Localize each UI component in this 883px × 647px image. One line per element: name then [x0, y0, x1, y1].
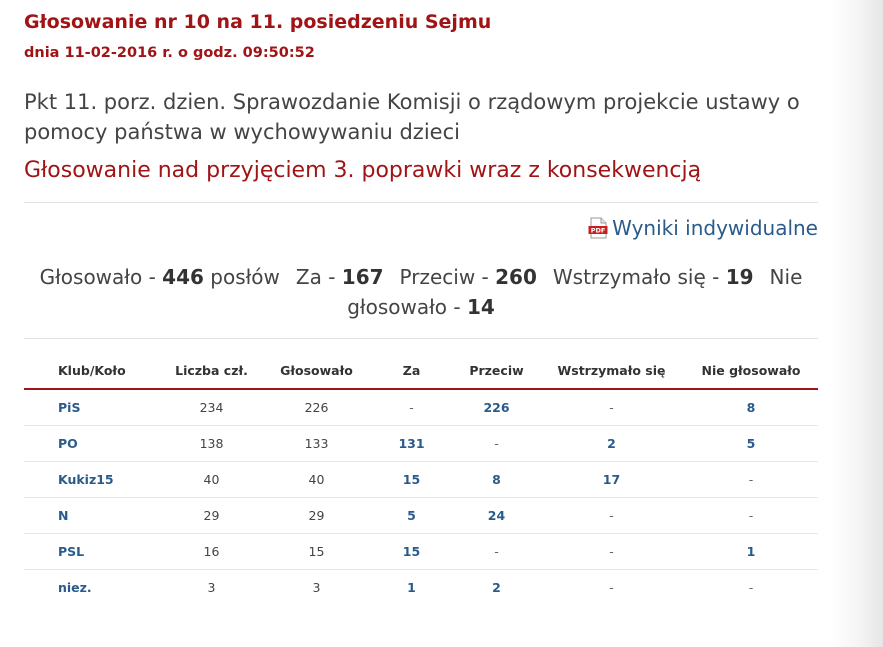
page-title: Głosowanie nr 10 na 11. posiedzeniu Sejm… [24, 11, 492, 33]
vote-summary: Głosowało - 446 posłów Za - 167 Przeciw - … [24, 262, 818, 322]
club-link[interactable]: N [24, 497, 159, 534]
divider [24, 202, 818, 203]
cell-za-link[interactable]: 15 [369, 533, 454, 570]
cell-wstrzymalo: - [539, 389, 684, 426]
column-header: Głosowało [264, 352, 369, 390]
cell-members: 138 [159, 425, 264, 462]
cell-nie-glosowalo: - [748, 580, 754, 595]
column-header: Klub/Koło [24, 352, 159, 390]
column-header: Wstrzymało się [539, 352, 684, 390]
cell-nie-glosowalo-link[interactable]: 1 [684, 533, 818, 570]
cell-za: - [369, 389, 454, 426]
cell-przeciw-link[interactable]: 24 [454, 497, 539, 534]
table-header-row: Klub/Koło Liczba czł. Głosowało Za Przec… [24, 352, 818, 390]
cell-nie-glosowalo-link[interactable]: 8 [684, 389, 818, 426]
club-votes-table: Klub/Koło Liczba czł. Głosowało Za Przec… [24, 352, 818, 605]
cell-przeciw: - [454, 533, 539, 570]
table-row: PSL 16 15 15 - - 1 [24, 533, 818, 570]
vote-subject: Głosowanie nad przyjęciem 3. poprawki wr… [24, 158, 702, 183]
individual-results-label: Wyniki indywidualne [612, 216, 818, 240]
przeciw-count: 260 [495, 265, 537, 289]
wstrzymalo-count: 19 [725, 265, 754, 289]
vote-date: dnia 11-02-2016 r. o godz. 09:50:52 [24, 45, 315, 61]
cell-voted: 133 [264, 425, 369, 462]
page-edge-shadow [831, 0, 883, 647]
club-link[interactable]: niez. [58, 580, 92, 595]
nie-glosowalo-label: Nie głosowało - [347, 265, 803, 319]
cell-wstrzymalo-link[interactable]: 2 [539, 425, 684, 462]
nie-glosowalo-count: 14 [466, 295, 495, 319]
cell-voted: 226 [264, 389, 369, 426]
table-row: PiS 234 226 - 226 - 8 [24, 389, 818, 426]
cell-nie-glosowalo-link[interactable]: 5 [684, 425, 818, 462]
cell-voted: 15 [264, 533, 369, 570]
column-header: Liczba czł. [159, 352, 264, 390]
voted-label: Głosowało - [39, 265, 163, 289]
club-link[interactable]: PSL [24, 533, 159, 570]
table-row: Kukiz15 40 40 15 8 17 - [24, 461, 818, 498]
cell-nie-glosowalo: - [684, 497, 818, 534]
table-row: N 29 29 5 24 - - [24, 497, 818, 534]
cell-przeciw: - [454, 425, 539, 462]
club-link[interactable]: PiS [24, 389, 159, 426]
cell-voted: 3 [312, 580, 321, 595]
cell-przeciw-link[interactable]: 226 [454, 389, 539, 426]
column-header: Przeciw [454, 352, 539, 390]
cell-wstrzymalo: - [609, 580, 614, 595]
cell-za-link[interactable]: 15 [369, 461, 454, 498]
agenda-topic: Pkt 11. porz. dzien. Sprawozdanie Komisj… [24, 90, 800, 144]
cell-voted: 29 [264, 497, 369, 534]
column-header: Nie głosowało [684, 352, 818, 390]
cell-members: 234 [159, 389, 264, 426]
cell-za-link[interactable]: 5 [369, 497, 454, 534]
cell-nie-glosowalo: - [684, 461, 818, 498]
cell-za-link[interactable]: 131 [369, 425, 454, 462]
column-header: Za [369, 352, 454, 390]
pdf-icon: PDF [588, 217, 608, 239]
svg-text:PDF: PDF [591, 227, 606, 235]
voted-suffix: posłów [203, 265, 280, 289]
przeciw-label: Przeciw - [399, 265, 496, 289]
table-row: niez. 3 3 1 2 - - [24, 570, 818, 606]
individual-results-link[interactable]: PDF Wyniki indywidualne [588, 216, 818, 240]
cell-wstrzymalo-link[interactable]: 17 [539, 461, 684, 498]
divider [24, 338, 818, 339]
cell-members: 29 [159, 497, 264, 534]
club-link[interactable]: Kukiz15 [24, 461, 159, 498]
cell-members: 3 [207, 580, 216, 595]
cell-voted: 40 [264, 461, 369, 498]
wstrzymalo-label: Wstrzymało się - [552, 265, 726, 289]
cell-members: 40 [159, 461, 264, 498]
za-label: Za - [295, 265, 342, 289]
cell-wstrzymalo: - [539, 497, 684, 534]
cell-za-link[interactable]: 1 [407, 580, 416, 595]
cell-przeciw-link[interactable]: 8 [454, 461, 539, 498]
cell-przeciw-link[interactable]: 2 [492, 580, 501, 595]
za-count: 167 [341, 265, 384, 289]
cell-members: 16 [159, 533, 264, 570]
voted-count: 446 [162, 265, 204, 289]
cell-wstrzymalo: - [539, 533, 684, 570]
club-link[interactable]: PO [24, 425, 159, 462]
table-row: PO 138 133 131 - 2 5 [24, 425, 818, 462]
